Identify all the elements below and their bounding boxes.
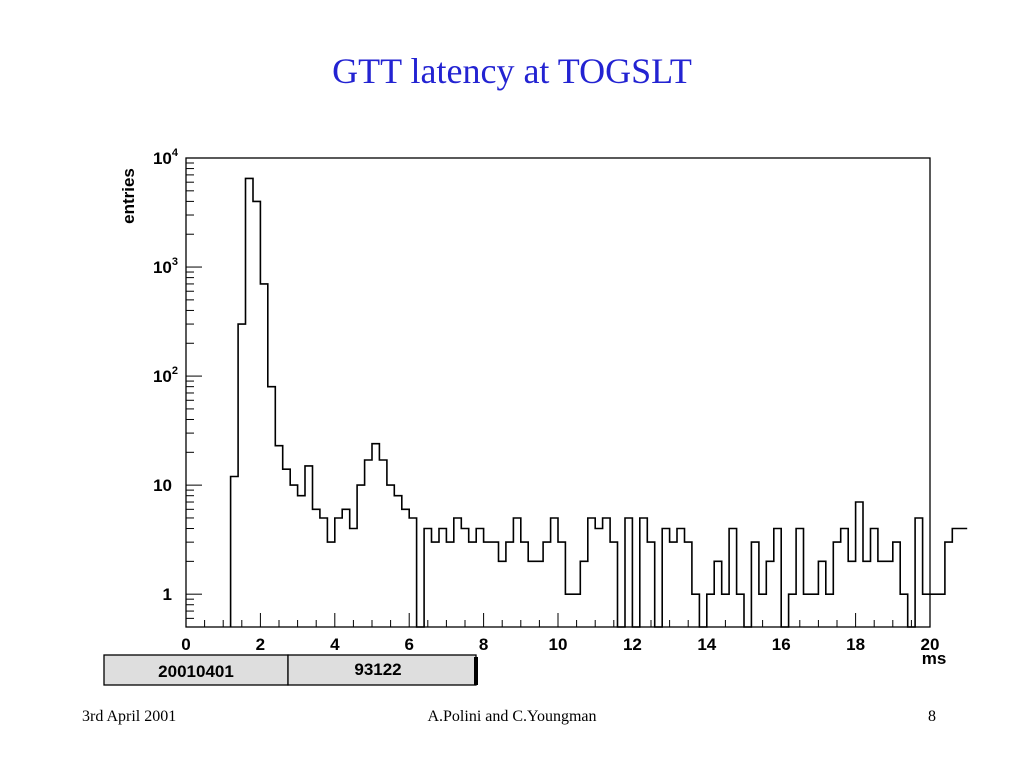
y-tick-label: 1 xyxy=(163,585,172,604)
x-tick-label: 16 xyxy=(772,635,791,654)
histogram-chart: 0 2 4 6 8 10 12 14 16 18 20 1 10 102 103 104 entries ms 20… xyxy=(103,147,968,686)
stats-box-edge xyxy=(474,657,478,685)
x-tick-label: 14 xyxy=(697,635,716,654)
stats-box-run xyxy=(103,654,289,686)
x-tick-label: 12 xyxy=(623,635,642,654)
x-tick-label: 20 xyxy=(921,635,940,654)
x-tick-label: 0 xyxy=(181,635,190,654)
x-tick-label: 8 xyxy=(479,635,488,654)
histogram-series xyxy=(229,177,968,628)
x-tick-label: 4 xyxy=(330,635,340,654)
plot-frame xyxy=(185,157,931,628)
slide-title: GTT latency at TOGSLT xyxy=(332,51,692,91)
footer-page-number: 8 xyxy=(928,708,936,725)
y-tick-label: 102 xyxy=(153,365,178,386)
x-tick-label: 2 xyxy=(256,635,265,654)
y-tick-label: 103 xyxy=(153,256,178,277)
y-tick-label: 104 xyxy=(153,147,179,168)
x-tick-label: 10 xyxy=(549,635,568,654)
stats-run-number: 20010401 xyxy=(158,662,234,681)
footer-authors: A.Polini and C.Youngman xyxy=(427,708,597,725)
x-tick-label: 6 xyxy=(404,635,413,654)
y-tick-label: 10 xyxy=(153,476,172,495)
x-axis-label: ms xyxy=(922,649,947,668)
y-axis-label: entries xyxy=(119,168,138,224)
stats-event-count: 93122 xyxy=(354,660,401,679)
stats-box-events xyxy=(287,654,477,686)
x-tick-label: 18 xyxy=(846,635,865,654)
footer-date: 3rd April 2001 xyxy=(82,708,177,725)
